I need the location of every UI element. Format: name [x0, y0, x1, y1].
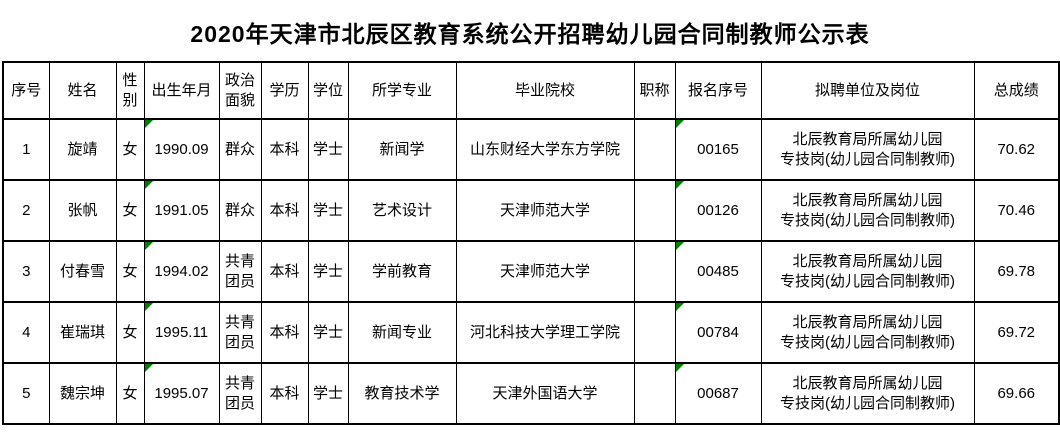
table-cell[interactable]: [633, 118, 676, 182]
table-cell[interactable]: [633, 301, 676, 365]
table-cell[interactable]: 00165: [674, 118, 762, 182]
table-cell[interactable]: 1995.11: [143, 301, 220, 365]
table-cell[interactable]: 北辰教育局所属幼儿园 专技岗(幼儿园合同制教师): [760, 362, 975, 426]
table-cell[interactable]: 女: [115, 301, 145, 365]
table-cell[interactable]: 69.78: [973, 240, 1060, 304]
table-row: 5 魏宗坤女 1995.07 共青团员 本科 学士 教育技术学 天津外国语大学 00687 北辰教…: [2, 362, 1060, 426]
column-header: 学位: [307, 61, 349, 121]
table-cell[interactable]: 共青团员: [218, 362, 262, 426]
column-header: 拟聘单位及岗位: [760, 61, 975, 121]
table-cell[interactable]: 共青团员: [218, 240, 262, 304]
table-cell[interactable]: 00784: [674, 301, 762, 365]
table-cell[interactable]: 天津师范大学: [455, 240, 635, 304]
table-header: 序号 姓名 性别 出生年月 政治面貌 学历 学位 所学专业 毕业院校 职称 报名序号 拟聘单位及岗位总…: [2, 61, 1060, 121]
recruitment-roster-table: 序号 姓名 性别 出生年月 政治面貌 学历 学位 所学专业 毕业院校 职称 报名序号 拟聘单位及岗位总…: [2, 61, 1060, 426]
cell-error-triangle-icon: [145, 243, 153, 251]
table-cell[interactable]: 1: [2, 118, 50, 182]
table-cell[interactable]: 学士: [307, 301, 349, 365]
table-cell[interactable]: [633, 179, 676, 243]
table-cell[interactable]: 艺术设计: [347, 179, 457, 243]
column-header: 职称: [633, 61, 676, 121]
column-header: 出生年月: [143, 61, 220, 121]
table-cell[interactable]: 学士: [307, 240, 349, 304]
table-cell[interactable]: 学士: [307, 179, 349, 243]
table-cell[interactable]: 00126: [674, 179, 762, 243]
cell-error-triangle-icon: [145, 121, 153, 129]
table-cell[interactable]: 70.46: [973, 179, 1060, 243]
table-cell[interactable]: 河北科技大学理工学院: [455, 301, 635, 365]
cell-error-triangle-icon: [676, 121, 684, 129]
column-header: 姓名: [48, 61, 117, 121]
column-header: 报名序号: [674, 61, 762, 121]
table-cell[interactable]: 3: [2, 240, 50, 304]
table-cell[interactable]: 张帆: [48, 179, 117, 243]
table-cell[interactable]: 1994.02: [143, 240, 220, 304]
table-cell[interactable]: 本科: [260, 179, 309, 243]
table-cell[interactable]: 1991.05: [143, 179, 220, 243]
table-body: 1 旋靖女 1990.09 群众 本科 学士 新闻学 山东财经大学东方学院 00165 北辰教育局…: [2, 118, 1060, 426]
column-header: 毕业院校: [455, 61, 635, 121]
table-cell[interactable]: 教育技术学: [347, 362, 457, 426]
cell-error-triangle-icon: [145, 365, 153, 373]
table-cell[interactable]: 70.62: [973, 118, 1060, 182]
table-cell[interactable]: 学士: [307, 362, 349, 426]
table-cell[interactable]: 69.72: [973, 301, 1060, 365]
table-cell[interactable]: 旋靖: [48, 118, 117, 182]
table-cell[interactable]: 本科: [260, 301, 309, 365]
column-header: 所学专业: [347, 61, 457, 121]
table-cell[interactable]: 天津师范大学: [455, 179, 635, 243]
table-cell[interactable]: 北辰教育局所属幼儿园 专技岗(幼儿园合同制教师): [760, 179, 975, 243]
table-cell[interactable]: 女: [115, 240, 145, 304]
cell-error-triangle-icon: [676, 243, 684, 251]
cell-error-triangle-icon: [676, 304, 684, 312]
table-cell[interactable]: 2: [2, 179, 50, 243]
column-header: 性别: [115, 61, 145, 121]
table-cell[interactable]: 女: [115, 179, 145, 243]
table-cell[interactable]: 崔瑞琪: [48, 301, 117, 365]
cell-error-triangle-icon: [676, 365, 684, 373]
table-cell[interactable]: 付春雪: [48, 240, 117, 304]
table-cell[interactable]: 山东财经大学东方学院: [455, 118, 635, 182]
table-cell[interactable]: 学前教育: [347, 240, 457, 304]
table-cell[interactable]: 群众: [218, 118, 262, 182]
table-cell[interactable]: 北辰教育局所属幼儿园 专技岗(幼儿园合同制教师): [760, 301, 975, 365]
table-cell[interactable]: 共青团员: [218, 301, 262, 365]
table-cell[interactable]: 女: [115, 118, 145, 182]
table-cell[interactable]: 1995.07: [143, 362, 220, 426]
table-cell[interactable]: [633, 240, 676, 304]
table-cell[interactable]: 本科: [260, 240, 309, 304]
table-cell[interactable]: 69.66: [973, 362, 1060, 426]
table-row: 2 张帆女 1991.05 群众 本科 学士 艺术设计 天津师范大学 00126 北辰教育局所属幼…: [2, 179, 1060, 243]
table-cell[interactable]: 00687: [674, 362, 762, 426]
table-cell[interactable]: 1990.09: [143, 118, 220, 182]
table-cell[interactable]: 学士: [307, 118, 349, 182]
cell-error-triangle-icon: [676, 182, 684, 190]
table-cell[interactable]: 本科: [260, 362, 309, 426]
column-header: 政治面貌: [218, 61, 262, 121]
cell-error-triangle-icon: [145, 182, 153, 190]
table-row: 4 崔瑞琪女 1995.11 共青团员 本科 学士 新闻专业 河北科技大学理工学院 00784 北…: [2, 301, 1060, 365]
table-cell[interactable]: 魏宗坤: [48, 362, 117, 426]
table-cell[interactable]: 新闻学: [347, 118, 457, 182]
column-header: 总成绩: [973, 61, 1060, 121]
table-cell[interactable]: 00485: [674, 240, 762, 304]
table-cell[interactable]: [633, 362, 676, 426]
cell-error-triangle-icon: [145, 304, 153, 312]
table-cell[interactable]: 北辰教育局所属幼儿园 专技岗(幼儿园合同制教师): [760, 240, 975, 304]
table-cell[interactable]: 北辰教育局所属幼儿园 专技岗(幼儿园合同制教师): [760, 118, 975, 182]
table-row: 1 旋靖女 1990.09 群众 本科 学士 新闻学 山东财经大学东方学院 00165 北辰教育局…: [2, 118, 1060, 182]
table-cell[interactable]: 群众: [218, 179, 262, 243]
page-title: 2020年天津市北辰区教育系统公开招聘幼儿园合同制教师公示表: [190, 21, 870, 47]
table-cell[interactable]: 5: [2, 362, 50, 426]
table-cell[interactable]: 本科: [260, 118, 309, 182]
table-cell[interactable]: 新闻专业: [347, 301, 457, 365]
table-row: 3 付春雪女 1994.02 共青团员 本科 学士 学前教育 天津师范大学 00485 北辰教育局…: [2, 240, 1060, 304]
column-header: 学历: [260, 61, 309, 121]
header-row: 序号 姓名 性别 出生年月 政治面貌 学历 学位 所学专业 毕业院校 职称 报名序号 拟聘单位及岗位总…: [2, 61, 1060, 121]
table-cell[interactable]: 4: [2, 301, 50, 365]
table-cell[interactable]: 天津外国语大学: [455, 362, 635, 426]
table-cell[interactable]: 女: [115, 362, 145, 426]
column-header: 序号: [2, 61, 50, 121]
